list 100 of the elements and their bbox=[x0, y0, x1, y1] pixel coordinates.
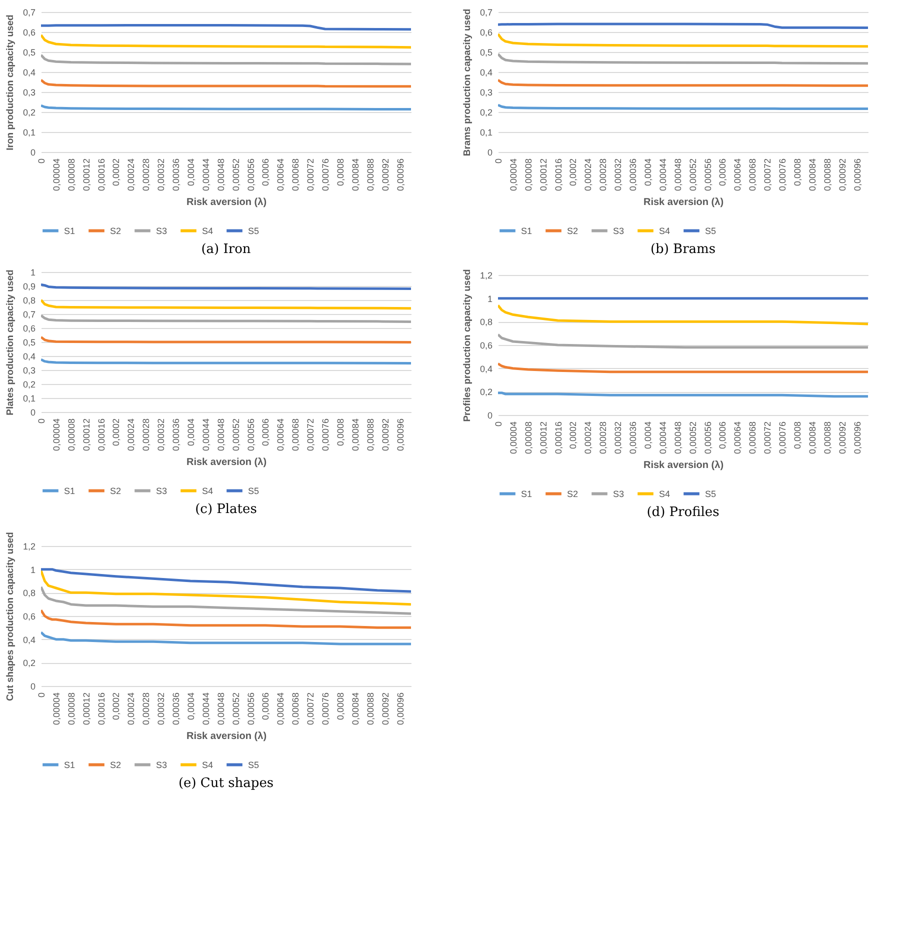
x-axis-title: Risk aversion (λ) bbox=[643, 460, 724, 472]
legend-label: S2 bbox=[110, 486, 122, 496]
x-tick-label: 0,00064 bbox=[276, 418, 286, 452]
x-tick-label: 0,00056 bbox=[702, 422, 713, 454]
y-tick-label: 0 bbox=[30, 408, 36, 418]
x-tick-label: 0,00084 bbox=[350, 158, 360, 192]
x-tick-label: 0,00016 bbox=[96, 158, 106, 192]
x-tick-label: 0,00012 bbox=[81, 418, 92, 452]
x-tick-label: 0,00044 bbox=[658, 158, 668, 192]
line-series bbox=[498, 304, 868, 326]
legend-label: S2 bbox=[567, 226, 578, 236]
y-axis-title: Plates production capacity used bbox=[4, 269, 16, 416]
legend-label: S3 bbox=[156, 486, 168, 496]
x-tick-label: 0,0006 bbox=[260, 692, 271, 720]
x-tick-label: 0,0008 bbox=[335, 692, 346, 720]
x-tick-label: 0,00008 bbox=[66, 418, 76, 452]
y-axis-title: Cut shapes production capacity used bbox=[4, 532, 16, 701]
x-axis-title: Risk aversion (λ) bbox=[186, 197, 267, 208]
y-tick-label: 0,2 bbox=[22, 658, 36, 668]
x-tick-label: 0,00072 bbox=[306, 692, 316, 726]
x-tick-label: 0,00068 bbox=[748, 422, 758, 454]
x-tick-label: 0,00032 bbox=[613, 422, 624, 454]
x-tick-label: 0,00028 bbox=[141, 692, 152, 726]
x-tick-label: 0,00084 bbox=[807, 158, 818, 192]
y-tick-label: 0,3 bbox=[22, 88, 36, 98]
x-tick-label: 0,0002 bbox=[568, 422, 578, 450]
x-tick-label: 0,0006 bbox=[260, 418, 271, 446]
x-tick-label: 0,00008 bbox=[66, 692, 76, 726]
x-tick-label: 0,00012 bbox=[538, 158, 548, 192]
x-tick-label: 0,00096 bbox=[395, 692, 406, 726]
x-tick-label: 0,0008 bbox=[792, 158, 802, 186]
y-tick-label: 0,9 bbox=[22, 282, 36, 292]
x-tick-label: 0 bbox=[36, 158, 46, 164]
x-tick-label: 0,00088 bbox=[822, 158, 832, 192]
x-tick-label: 0,00016 bbox=[96, 692, 106, 726]
y-tick-label: 1,2 bbox=[480, 270, 492, 280]
x-tick-label: 0,00036 bbox=[171, 692, 182, 726]
x-tick-label: 0,00064 bbox=[732, 422, 743, 454]
text: (a) Iron bbox=[201, 242, 252, 257]
line-series bbox=[41, 78, 411, 88]
x-tick-label: 0,0004 bbox=[186, 418, 196, 446]
x-tick-label: 0,00092 bbox=[380, 692, 390, 726]
x-tick-label: 0,00076 bbox=[320, 418, 331, 452]
x-tick-label: 0,00064 bbox=[276, 692, 286, 726]
legend-label: S4 bbox=[202, 486, 214, 496]
x-tick-label: 0,00048 bbox=[216, 692, 226, 726]
x-tick-label: 0,00008 bbox=[523, 158, 534, 192]
x-tick-label: 0,00088 bbox=[365, 418, 376, 452]
x-tick-label: 0,00008 bbox=[66, 158, 76, 192]
x-axis-title: Risk aversion (λ) bbox=[186, 731, 267, 742]
line-series bbox=[498, 333, 868, 349]
text: (e) Cut shapes bbox=[178, 776, 274, 791]
x-tick-label: 0,00004 bbox=[508, 158, 518, 192]
y-tick-label: 0 bbox=[30, 682, 36, 692]
x-tick-label: 0,00016 bbox=[553, 422, 564, 454]
x-tick-label: 0,00068 bbox=[290, 158, 301, 192]
y-tick-label: 0,4 bbox=[22, 634, 36, 645]
x-tick-label: 0,00024 bbox=[126, 158, 136, 192]
x-tick-label: 0,0002 bbox=[111, 692, 122, 720]
x-tick-label: 0,00068 bbox=[290, 418, 301, 452]
x-tick-label: 0,0006 bbox=[718, 158, 728, 186]
x-tick-label: 0,0004 bbox=[642, 158, 653, 186]
line-series bbox=[41, 608, 411, 629]
x-tick-label: 0,00092 bbox=[837, 158, 848, 192]
legend-label: S4 bbox=[659, 226, 670, 236]
legend-label: S3 bbox=[613, 226, 624, 236]
x-tick-label: 0,00092 bbox=[380, 418, 390, 452]
x-tick-label: 0,00088 bbox=[365, 692, 376, 726]
x-tick-label: 0,00088 bbox=[365, 158, 376, 192]
y-tick-label: 0,8 bbox=[22, 588, 36, 598]
x-tick-label: 0,0004 bbox=[642, 422, 653, 450]
y-tick-label: 1 bbox=[30, 268, 36, 278]
y-tick-label: 0,2 bbox=[22, 380, 36, 390]
legend-label: S1 bbox=[521, 226, 532, 236]
x-tick-label: 0,00024 bbox=[126, 692, 136, 726]
x-tick-label: 0,00028 bbox=[141, 158, 152, 192]
legend-label: S1 bbox=[64, 760, 76, 770]
legend-label: S5 bbox=[248, 226, 260, 236]
y-tick-label: 0,8 bbox=[22, 296, 36, 306]
y-tick-label: 0,5 bbox=[22, 48, 36, 58]
x-tick-label: 0,00072 bbox=[306, 158, 316, 192]
y-axis-title: Iron production capacity used bbox=[4, 14, 16, 150]
legend-label: S3 bbox=[613, 488, 624, 499]
x-tick-label: 0,00032 bbox=[156, 158, 166, 192]
x-tick-label: 0,00056 bbox=[702, 158, 713, 192]
x-tick-label: 0,00044 bbox=[658, 422, 668, 454]
legend-label: S4 bbox=[659, 488, 670, 499]
x-tick-label: 0,00056 bbox=[246, 692, 256, 726]
x-tick-label: 0,00056 bbox=[246, 158, 256, 192]
x-tick-label: 0,00056 bbox=[246, 418, 256, 452]
x-tick-label: 0,00052 bbox=[688, 158, 698, 192]
legend-label: S3 bbox=[156, 226, 168, 236]
x-tick-label: 0,00076 bbox=[778, 422, 788, 454]
y-axis-title: Brams production capacity used bbox=[462, 8, 473, 156]
x-tick-label: 0,00072 bbox=[306, 418, 316, 452]
x-tick-label: 0,00012 bbox=[81, 158, 92, 192]
x-tick-label: 0,00076 bbox=[320, 692, 331, 726]
y-tick-label: 0,7 bbox=[480, 8, 492, 18]
legend-label: S1 bbox=[521, 488, 532, 499]
y-tick-label: 0,3 bbox=[22, 366, 36, 376]
